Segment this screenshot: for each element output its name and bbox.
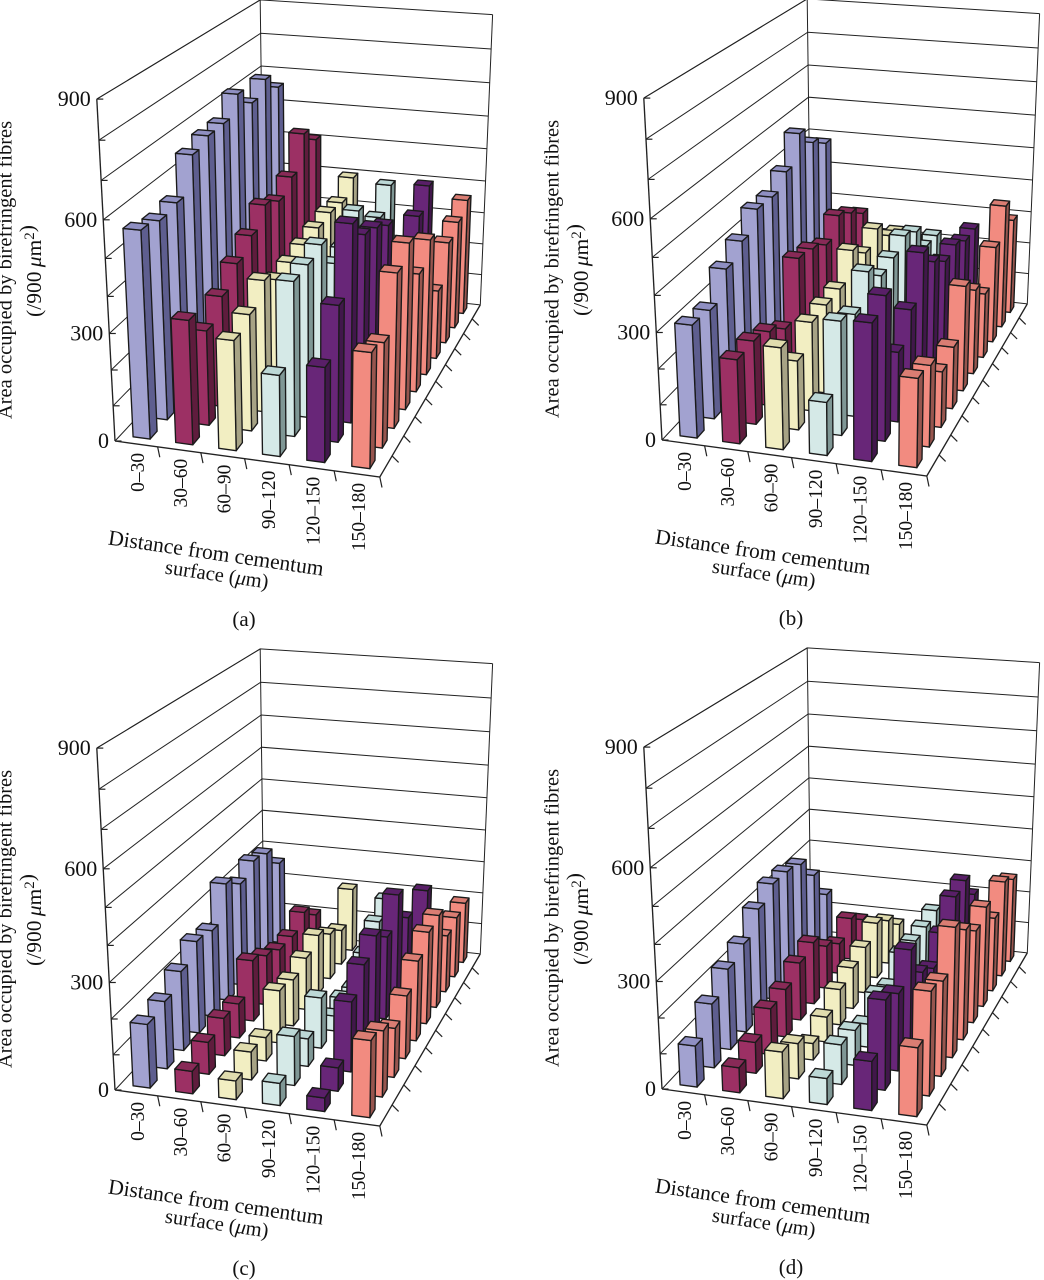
svg-text:600: 600: [64, 207, 97, 232]
svg-text:Area occupied by birefringent: Area occupied by birefringent fibres: [542, 769, 564, 1067]
svg-text:300: 300: [70, 970, 103, 995]
svg-text:60–90: 60–90: [762, 464, 783, 513]
svg-text:90–120: 90–120: [259, 471, 280, 529]
svg-text:150–180: 150–180: [896, 1131, 917, 1199]
svg-text:0–30: 0–30: [675, 452, 696, 491]
svg-text:90–120: 90–120: [806, 1119, 827, 1178]
svg-text:900: 900: [58, 735, 91, 760]
svg-text:(c): (c): [232, 1256, 255, 1280]
svg-text:900: 900: [605, 734, 638, 759]
svg-text:150–180: 150–180: [349, 1132, 370, 1200]
svg-text:0–30: 0–30: [128, 1102, 149, 1141]
svg-text:0: 0: [645, 1076, 656, 1101]
svg-text:30–60: 30–60: [718, 1107, 739, 1156]
svg-text:30–60: 30–60: [171, 459, 192, 508]
svg-text:600: 600: [611, 206, 644, 231]
svg-text:300: 300: [617, 969, 650, 994]
svg-text:Area occupied by birefringent: Area occupied by birefringent fibres: [0, 770, 17, 1068]
svg-text:(b): (b): [779, 606, 804, 630]
svg-text:900: 900: [605, 85, 638, 110]
svg-text:150–180: 150–180: [896, 482, 917, 550]
svg-text:90–120: 90–120: [806, 470, 827, 528]
svg-text:30–60: 30–60: [718, 458, 739, 507]
svg-text:150–180: 150–180: [349, 483, 370, 551]
svg-text:(a): (a): [232, 607, 255, 631]
svg-text:60–90: 60–90: [215, 465, 236, 514]
svg-text:60–90: 60–90: [762, 1113, 783, 1162]
svg-text:(d): (d): [779, 1255, 804, 1279]
svg-text:120–150: 120–150: [851, 1125, 872, 1193]
svg-text:Area occupied by birefringent: Area occupied by birefringent fibres: [542, 120, 564, 418]
svg-text:300: 300: [617, 320, 650, 345]
svg-text:30–60: 30–60: [171, 1108, 192, 1157]
svg-text:Area occupied by birefringent: Area occupied by birefringent fibres: [0, 121, 17, 419]
svg-text:0–30: 0–30: [675, 1101, 696, 1140]
svg-text:900: 900: [58, 86, 91, 111]
svg-text:60–90: 60–90: [215, 1114, 236, 1163]
svg-text:0: 0: [98, 428, 109, 453]
svg-text:90–120: 90–120: [259, 1120, 280, 1179]
svg-text:0–30: 0–30: [128, 453, 149, 492]
svg-text:120–150: 120–150: [304, 1126, 325, 1194]
svg-text:120–150: 120–150: [851, 476, 872, 544]
svg-text:0: 0: [98, 1077, 109, 1102]
svg-text:600: 600: [611, 855, 644, 880]
svg-text:0: 0: [645, 427, 656, 452]
svg-text:120–150: 120–150: [304, 477, 325, 545]
svg-text:600: 600: [64, 856, 97, 881]
svg-text:300: 300: [70, 321, 103, 346]
